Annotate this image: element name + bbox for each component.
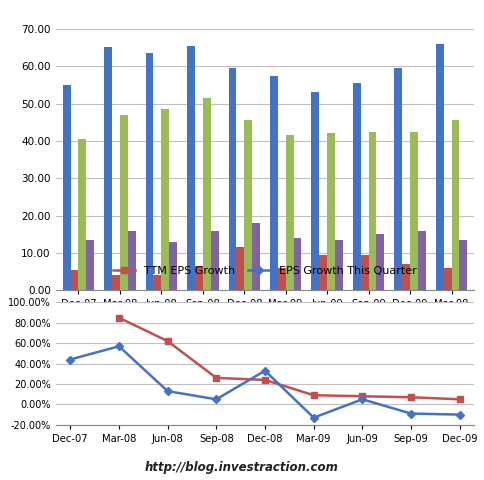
Bar <box>86 240 94 290</box>
Bar <box>169 242 177 290</box>
Bar <box>153 276 161 290</box>
Bar <box>286 135 294 290</box>
TTM EPS Growth <box>116 315 122 321</box>
TTM EPS Growth <box>311 392 317 398</box>
Bar <box>71 270 78 290</box>
Bar <box>377 234 384 290</box>
Bar <box>161 109 169 290</box>
EPS Growth This Quarter <box>408 411 414 417</box>
Bar <box>311 92 319 290</box>
Bar <box>394 68 402 290</box>
TTM EPS Growth <box>360 394 365 399</box>
EPS Growth This Quarter <box>213 396 219 402</box>
EPS Growth This Quarter <box>165 388 170 394</box>
Bar <box>78 139 86 290</box>
TTM EPS Growth <box>213 375 219 381</box>
TTM EPS Growth <box>408 395 414 400</box>
Legend: TTM EPS Growth, EPS Growth This Quarter: TTM EPS Growth, EPS Growth This Quarter <box>108 262 422 280</box>
Bar <box>252 223 260 290</box>
Bar <box>187 46 195 290</box>
Bar <box>203 98 211 290</box>
EPS Growth This Quarter <box>116 343 122 349</box>
Bar <box>211 230 219 290</box>
Bar <box>112 276 120 290</box>
Text: http://blog.investraction.com: http://blog.investraction.com <box>145 461 339 474</box>
Line: EPS Growth This Quarter: EPS Growth This Quarter <box>67 344 463 420</box>
Bar <box>369 132 377 290</box>
TTM EPS Growth <box>457 396 463 402</box>
Bar <box>353 83 361 290</box>
Bar <box>418 230 426 290</box>
Bar <box>104 48 112 290</box>
Bar <box>270 75 278 290</box>
Bar <box>459 240 467 290</box>
Bar <box>410 132 418 290</box>
Bar <box>236 247 244 290</box>
Bar <box>278 268 286 290</box>
Bar <box>294 238 302 290</box>
Bar <box>228 68 236 290</box>
Bar <box>436 44 444 290</box>
EPS Growth This Quarter <box>311 415 317 420</box>
Bar <box>444 268 452 290</box>
EPS Growth This Quarter <box>262 368 268 373</box>
Bar <box>195 266 203 290</box>
Bar <box>452 120 459 290</box>
Bar <box>361 255 369 290</box>
Bar <box>244 120 252 290</box>
Bar <box>128 230 136 290</box>
Bar <box>335 240 343 290</box>
Bar <box>63 85 71 290</box>
EPS Growth This Quarter <box>360 396 365 402</box>
Bar <box>146 53 153 290</box>
TTM EPS Growth <box>262 377 268 383</box>
Bar <box>402 264 410 290</box>
Bar <box>319 255 327 290</box>
Line: TTM EPS Growth: TTM EPS Growth <box>116 314 463 402</box>
EPS Growth This Quarter <box>67 357 73 362</box>
Bar <box>120 115 128 290</box>
EPS Growth This Quarter <box>457 412 463 418</box>
Bar <box>327 133 335 290</box>
TTM EPS Growth <box>165 338 170 344</box>
